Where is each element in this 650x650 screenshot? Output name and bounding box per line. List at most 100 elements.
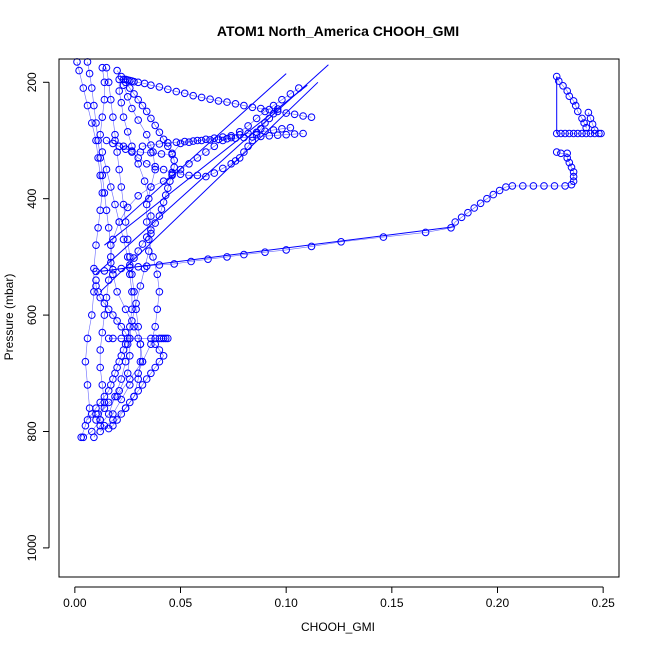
- data-point: [164, 334, 172, 343]
- y-tick-label: 400: [25, 188, 39, 208]
- data-point: [565, 129, 574, 138]
- series-line: [142, 133, 304, 147]
- data-point: [117, 183, 126, 191]
- data-point: [193, 171, 202, 180]
- data-point: [187, 257, 195, 266]
- data-point: [134, 369, 142, 378]
- data-point: [102, 63, 111, 72]
- y-axis-label: Pressure (mbar): [2, 274, 16, 361]
- y-axis: 200 400 600 800 1000: [25, 72, 50, 561]
- chart-title: ATOM1 North_America CHOOH_GMI: [217, 23, 459, 39]
- data-point: [269, 109, 278, 118]
- data-point: [155, 288, 164, 296]
- data-point: [147, 183, 155, 191]
- x-tick-label: 0.25: [591, 596, 615, 610]
- data-point: [130, 392, 138, 401]
- series-line: [556, 76, 595, 131]
- data-point: [100, 398, 109, 407]
- data-point: [134, 192, 142, 200]
- data-point: [126, 261, 134, 269]
- data-point: [170, 260, 178, 268]
- data-point: [134, 160, 142, 168]
- data-point: [100, 189, 109, 197]
- data-point: [147, 212, 155, 220]
- data-point: [134, 322, 142, 331]
- data-point: [109, 416, 117, 424]
- data-point: [219, 133, 227, 141]
- data-point: [202, 135, 210, 144]
- data-point: [151, 121, 159, 130]
- data-point: [109, 113, 117, 121]
- data-point: [134, 95, 142, 104]
- y-tick-label: 1000: [25, 534, 39, 561]
- data-point: [578, 114, 586, 123]
- data-point: [151, 340, 159, 349]
- data-point: [578, 129, 586, 138]
- data-point: [121, 305, 130, 314]
- data-point: [155, 128, 164, 137]
- data-point: [96, 130, 104, 139]
- data-point: [142, 262, 151, 271]
- data-point: [128, 148, 136, 156]
- data-point: [451, 218, 460, 226]
- data-point: [567, 163, 576, 172]
- data-point: [138, 101, 147, 110]
- series-line: [99, 67, 141, 432]
- data-point: [109, 334, 117, 343]
- data-point: [155, 140, 164, 148]
- data-point: [98, 63, 107, 72]
- data-point: [155, 357, 164, 366]
- data-point: [157, 205, 166, 213]
- data-point: [244, 142, 252, 151]
- data-point: [107, 95, 115, 104]
- data-point: [92, 276, 100, 285]
- data-point: [489, 190, 498, 199]
- data-point: [151, 162, 159, 171]
- data-point: [557, 149, 565, 158]
- data-point: [113, 288, 121, 296]
- data-point: [223, 98, 231, 106]
- data-point: [128, 288, 136, 296]
- data-point: [470, 204, 479, 212]
- data-point: [159, 198, 168, 206]
- data-point: [240, 148, 248, 156]
- data-point: [529, 182, 538, 190]
- plot-frame: [58, 58, 620, 578]
- data-point: [111, 200, 119, 209]
- x-tick-label: 0.00: [63, 596, 87, 610]
- data-point: [104, 276, 113, 285]
- data-point: [290, 130, 299, 138]
- data-point: [119, 113, 128, 121]
- data-point: [121, 78, 130, 87]
- data-point: [107, 183, 115, 191]
- data-point: [134, 375, 142, 383]
- series-line: [87, 280, 129, 421]
- data-point: [151, 322, 159, 331]
- data-point: [508, 182, 517, 190]
- series-line: [95, 151, 574, 272]
- data-point: [104, 410, 113, 418]
- data-point: [138, 357, 147, 366]
- data-point: [197, 136, 206, 145]
- data-point: [168, 170, 176, 178]
- data-point: [164, 85, 172, 94]
- data-point: [495, 186, 504, 195]
- data-point: [223, 134, 231, 143]
- data-point: [140, 177, 149, 185]
- data-point: [142, 375, 151, 383]
- data-point: [261, 248, 269, 256]
- data-point: [273, 131, 282, 139]
- data-point: [123, 369, 132, 378]
- data-point: [147, 226, 155, 234]
- data-point: [155, 212, 164, 220]
- data-point: [130, 77, 138, 86]
- data-point: [286, 123, 295, 132]
- data-point: [107, 253, 115, 261]
- data-point: [145, 247, 153, 255]
- data-point: [202, 172, 210, 181]
- data-point: [83, 334, 92, 343]
- data-point: [557, 129, 565, 138]
- data-point: [464, 208, 472, 217]
- data-point: [100, 392, 109, 401]
- data-point: [170, 163, 178, 172]
